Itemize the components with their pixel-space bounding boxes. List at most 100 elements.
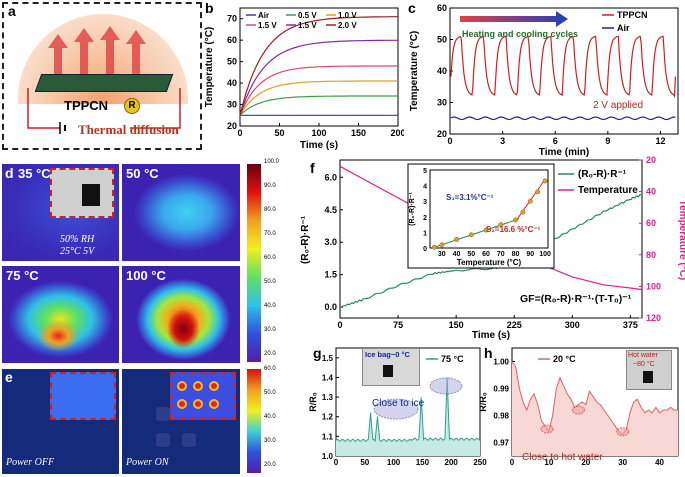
panel-a-label: a bbox=[8, 3, 16, 19]
hot-water-temp: ~80 °C bbox=[633, 361, 655, 368]
ir-image-75: 75 °C bbox=[2, 266, 119, 363]
hot-zone-2 bbox=[616, 427, 630, 437]
power-off-ir-inset bbox=[50, 372, 116, 420]
series-line-tppcn bbox=[450, 35, 676, 99]
resistor-badge: R bbox=[124, 98, 140, 114]
y-axis-label: Temperature (°C) bbox=[204, 27, 215, 108]
chart-b: 0 50 100 150 200 20 30 40 50 60 70 Air 0.5 V 1.0 V 1.5… bbox=[204, 7, 404, 151]
x-tick-label: 150 bbox=[449, 320, 464, 330]
series-line bbox=[335, 377, 481, 442]
y-axis-label: R/R₀ bbox=[308, 392, 318, 412]
y-tick-label: 30 bbox=[227, 100, 237, 110]
y-tick-label: 20 bbox=[227, 121, 237, 131]
x-tick-label: 0 bbox=[447, 136, 452, 146]
ice-zone-2 bbox=[429, 377, 463, 395]
close-to-hot-water-label: Close to hot water bbox=[522, 452, 603, 463]
x-tick-label: 40 bbox=[655, 458, 664, 467]
inset-point bbox=[454, 236, 460, 242]
y-tick-label: 1.00 bbox=[493, 358, 509, 367]
y-tick-label: 1.5 bbox=[322, 354, 334, 363]
inset-y-tick-label: 1 bbox=[423, 230, 427, 237]
inset-point bbox=[483, 227, 489, 233]
chart-h: 0 10 20 30 40 0.97 0.98 0.99 1.00 20 °C R/R₀ bbox=[478, 347, 679, 467]
series-line-air bbox=[450, 116, 676, 121]
y-axis-label: R/R₀ bbox=[478, 392, 488, 412]
x-tick-label: 6 bbox=[553, 136, 558, 146]
x-tick-label: 250 bbox=[473, 458, 487, 467]
x-tick-label: 3 bbox=[500, 136, 505, 146]
x-tick-label: 0 bbox=[510, 458, 515, 467]
inset-x-tick-label: 40 bbox=[453, 251, 461, 258]
x-tick-label: 200 bbox=[445, 458, 459, 467]
y-tick-label: 40 bbox=[437, 66, 447, 76]
material-name: TPPCN bbox=[64, 98, 109, 113]
x-tick-label: 50 bbox=[360, 458, 369, 467]
series-line-4 bbox=[239, 39, 398, 116]
inset-point bbox=[498, 222, 504, 228]
hot-water-inset: Hot water ~80 °C bbox=[626, 350, 672, 390]
x-tick-label: 150 bbox=[416, 458, 430, 467]
y-tick-label: 1.2 bbox=[322, 413, 334, 422]
inset-y-label: (R₀-R)·R⁻¹ bbox=[409, 191, 416, 225]
y-tick-label: 60 bbox=[437, 4, 447, 13]
x-tick-label: 75 bbox=[393, 320, 403, 330]
x-tick-label: 50 bbox=[274, 128, 284, 138]
x-tick-label: 12 bbox=[655, 136, 665, 146]
legend-entry: TPPCN bbox=[617, 10, 648, 20]
panel-e-label: e bbox=[5, 369, 13, 385]
y-tick-label: 3.0 bbox=[324, 237, 337, 247]
x-tick-label: 200 bbox=[390, 128, 404, 138]
legend-entry: Air bbox=[258, 11, 269, 20]
y-tick-label: 0.0 bbox=[324, 302, 337, 312]
series-line-5 bbox=[239, 16, 398, 116]
inset-y-tick-label: 3 bbox=[423, 199, 427, 206]
x-tick-label: 0 bbox=[237, 128, 242, 138]
thermal-caption: Thermal diffusion bbox=[78, 122, 179, 137]
ir-temp-75: 75 °C bbox=[6, 268, 39, 283]
inset-s2: S₂=16.6 %°C⁻¹ bbox=[486, 225, 541, 234]
x-axis-label: Time (s) bbox=[472, 330, 510, 341]
inset-y-tick-label: 5 bbox=[423, 168, 427, 175]
y-axis-label: (R₀-R)·R⁻¹ bbox=[300, 215, 311, 264]
y-tick-label: 1.1 bbox=[322, 432, 334, 441]
inset-x-tick-label: 100 bbox=[539, 251, 551, 258]
inset-y-tick-label: 0 bbox=[423, 246, 427, 253]
legend-entry: Air bbox=[617, 23, 630, 33]
x-tick-label: 100 bbox=[311, 128, 326, 138]
power-on-caption: Power ON bbox=[126, 457, 169, 468]
y-tick-label: 50 bbox=[437, 35, 447, 45]
colorbar-d bbox=[247, 164, 261, 362]
inset-x-tick-label: 50 bbox=[467, 251, 475, 258]
x-tick-label: 225 bbox=[507, 320, 522, 330]
x-tick-label: 300 bbox=[565, 320, 580, 330]
inset-point bbox=[535, 189, 541, 195]
series-area bbox=[336, 377, 480, 456]
colorbar-e bbox=[247, 369, 261, 473]
ice-sample bbox=[383, 365, 393, 377]
circuit-wires bbox=[27, 88, 181, 134]
x-tick-label: 30 bbox=[618, 458, 627, 467]
panel-b-label: b bbox=[205, 0, 214, 16]
hot-zone-0 bbox=[540, 424, 554, 434]
heated-pixels-icon bbox=[177, 381, 219, 409]
y-tick-label: 50 bbox=[227, 57, 237, 67]
x-tick-label: 375 bbox=[623, 320, 638, 330]
x-axis-label: Time (s) bbox=[300, 140, 338, 151]
condition-temp-voltage: 25°C 5V bbox=[60, 246, 95, 257]
y-tick-label: 0.98 bbox=[493, 412, 509, 421]
series-area bbox=[512, 361, 678, 456]
legend-entry: (R₀-R)·R⁻¹ bbox=[578, 169, 627, 180]
legend-entry: 1.0 V bbox=[338, 11, 357, 20]
inset-box bbox=[407, 163, 555, 269]
ir-temp-100: 100 °C bbox=[126, 268, 166, 283]
x-axis-label: Time (min) bbox=[539, 147, 589, 158]
legend-entry: 1.5 V bbox=[258, 21, 277, 30]
inset-x-tick-label: 70 bbox=[497, 251, 505, 258]
y2-tick-label: 60 bbox=[646, 218, 656, 228]
panel-f-label: f bbox=[310, 160, 315, 176]
power-on-ir-inset bbox=[170, 372, 236, 420]
y2-axis-label: Temperature (°C) bbox=[677, 200, 685, 281]
legend-entry: 1.5 V bbox=[298, 21, 317, 30]
inset-frame bbox=[429, 169, 549, 249]
plot-frame bbox=[339, 159, 643, 319]
